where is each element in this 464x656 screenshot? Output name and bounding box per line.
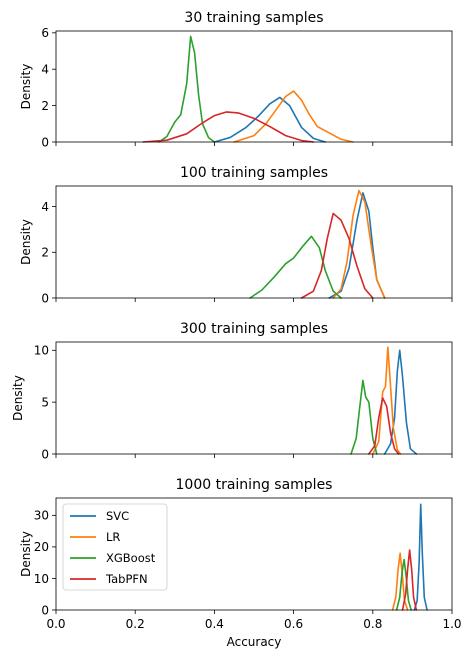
x-tick-label: 0.8 — [363, 617, 382, 631]
y-tick-label: 10 — [34, 572, 49, 586]
panel-4: 1000 training samples 0 10 20 30 0.0 0.2 0.4 0.6… — [19, 477, 462, 649]
panel-1: 30 training samples 0 2 4 6 Density — [19, 10, 453, 149]
y-axis-label: Density — [19, 64, 33, 110]
y-tick-label: 20 — [34, 540, 49, 554]
y-tick-label: 2 — [41, 246, 49, 260]
y-axis-label: Density — [11, 375, 25, 421]
legend-box — [62, 503, 168, 591]
y-axis-label: Density — [19, 531, 33, 577]
panel-title: 100 training samples — [180, 165, 328, 181]
y-tick-label: 0 — [41, 135, 49, 149]
x-tick-label: 0.6 — [284, 617, 303, 631]
density-curve-svc — [328, 192, 386, 299]
density-curve-tabpfn — [300, 212, 374, 299]
legend-label-lr: LR — [106, 530, 120, 544]
density-curve-svc — [213, 96, 327, 143]
axes-frame — [55, 30, 453, 143]
x-axis-label: Accuracy — [227, 635, 282, 649]
panel-title: 1000 training samples — [176, 477, 333, 493]
x-tick-label: 0.4 — [205, 617, 224, 631]
density-curve-lr — [372, 346, 402, 455]
density-curve-tabpfn — [368, 397, 400, 455]
y-tick-label: 2 — [41, 99, 49, 113]
y-tick-label: 4 — [41, 200, 49, 214]
density-curve-svc — [383, 349, 418, 455]
x-tick-label: 0.0 — [46, 617, 65, 631]
panel-title: 30 training samples — [184, 10, 323, 26]
density-curve-lr — [391, 552, 409, 611]
panel-3: 300 training samples 0 5 10 Density — [11, 321, 453, 461]
density-curve-xgboost — [249, 235, 342, 299]
y-tick-label: 10 — [34, 344, 49, 358]
density-curve-tabpfn — [401, 549, 418, 611]
density-curve-tabpfn — [142, 111, 315, 143]
density-curve-lr — [233, 90, 354, 143]
y-tick-label: 0 — [41, 447, 49, 461]
y-tick-label: 30 — [34, 509, 49, 523]
x-tick-label: 1.0 — [442, 617, 461, 631]
axes-frame — [55, 341, 453, 455]
y-tick-label: 5 — [41, 395, 49, 409]
panel-2: 100 training samples 0 2 4 Density — [19, 165, 453, 305]
y-tick-label: 0 — [41, 291, 49, 305]
density-curve-lr — [332, 189, 386, 299]
legend-label-tabpfn: TabPFN — [105, 572, 148, 586]
panel-title: 300 training samples — [180, 321, 328, 337]
axes-frame — [55, 185, 453, 299]
legend-label-xgboost: XGBoost — [106, 551, 156, 565]
density-curve-xgboost — [350, 379, 378, 455]
y-tick-label: 4 — [41, 63, 49, 77]
y-tick-label: 0 — [41, 603, 49, 617]
x-tick-label: 0.2 — [126, 617, 145, 631]
density-curve-xgboost — [158, 35, 216, 143]
legend: SVC LR XGBoost TabPFN — [62, 503, 168, 591]
legend-label-svc: SVC — [106, 509, 129, 523]
y-tick-label: 6 — [41, 26, 49, 40]
density-curve-xgboost — [395, 558, 413, 611]
axes-frame — [55, 497, 453, 611]
density-curve-svc — [413, 503, 428, 611]
y-axis-label: Density — [19, 219, 33, 265]
